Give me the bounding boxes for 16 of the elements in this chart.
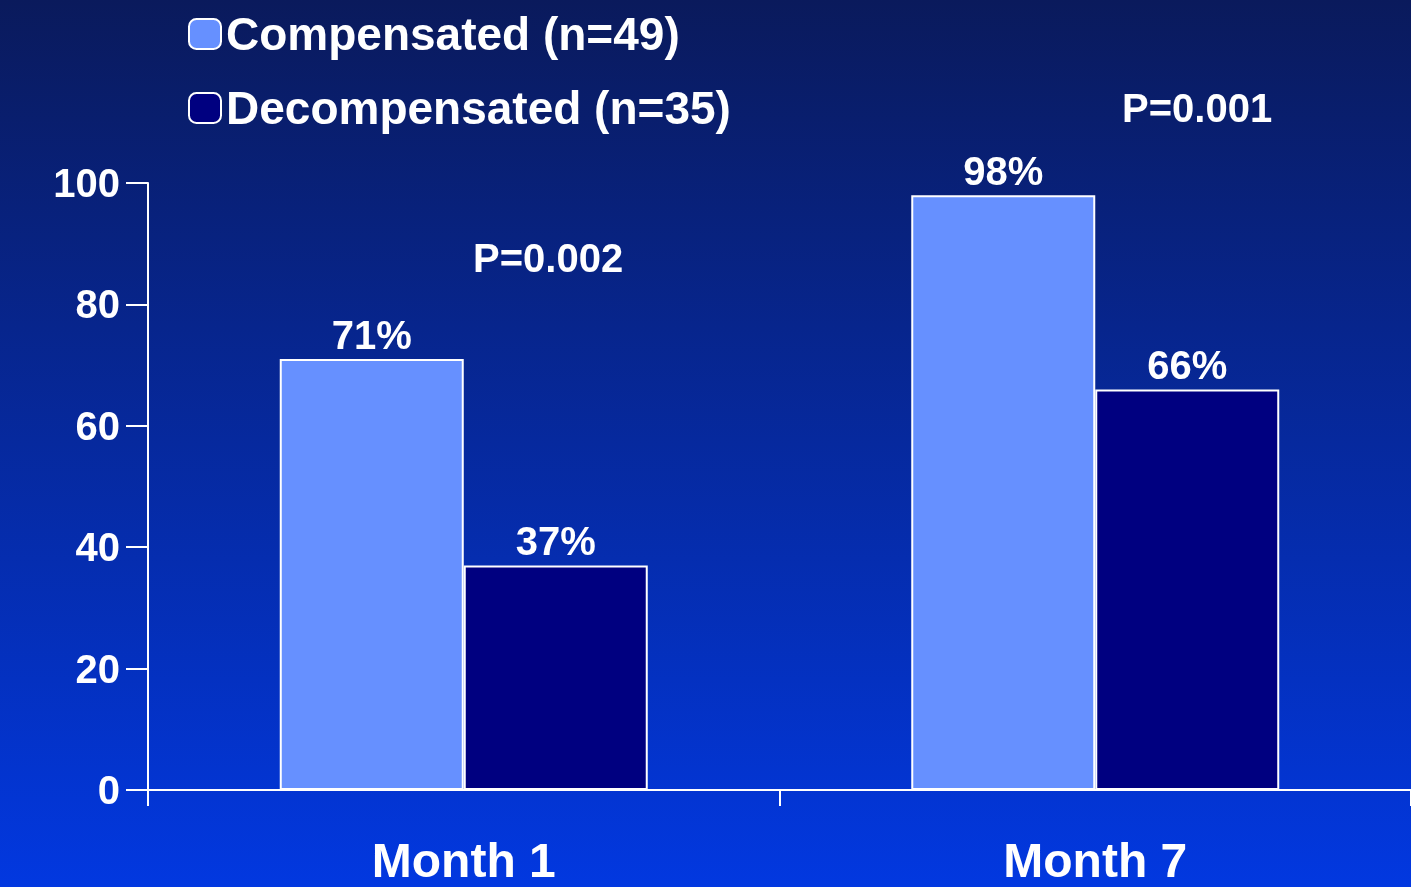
text: P=0.001 [1122, 86, 1273, 130]
legend-label: Compensated (n=49) [226, 8, 680, 60]
y-tick-label: 80 [75, 282, 120, 327]
data-label: 71% [331, 313, 412, 358]
data-label: 98% [963, 149, 1044, 194]
y-tick-label: 100 [53, 161, 120, 205]
x-tick-label: Month 7 [1003, 833, 1188, 887]
data-label: 37% [515, 519, 596, 564]
y-tick-label: 20 [75, 646, 120, 691]
y-tick-label: 60 [75, 403, 120, 448]
x-tick-label: Month 1 [371, 833, 556, 887]
legend-label: Decompensated (n=35) [226, 82, 731, 134]
y-tick-label: 0 [97, 768, 120, 812]
y-tick-label: 40 [75, 525, 120, 570]
data-label: 66% [1147, 343, 1228, 388]
annotation: P=0.002 [473, 236, 624, 280]
